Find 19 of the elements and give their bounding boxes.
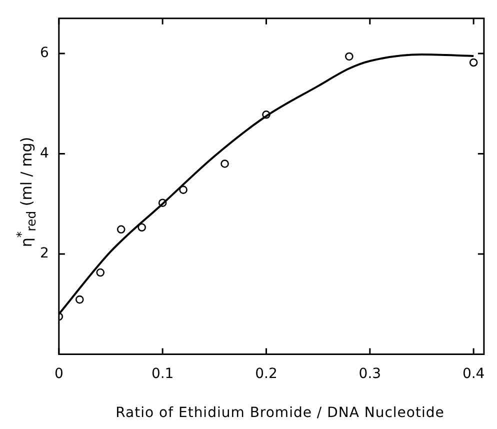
y-tick-label: 6: [40, 45, 49, 62]
point: [469, 58, 478, 67]
y-tick-label: 2: [40, 246, 49, 262]
x-axis-title: Ratio of Ethidium Bromide / DNA Nucleotide: [116, 405, 444, 421]
x-tick-label: 0.2: [255, 366, 278, 382]
point: [345, 52, 354, 61]
point: [220, 160, 229, 168]
x-tick-label: 0: [54, 366, 64, 382]
point: [75, 295, 84, 304]
point: [179, 186, 188, 194]
point: [158, 198, 167, 207]
x-tick-label: 0.1: [151, 366, 174, 382]
x-tick-label: 0.4: [462, 366, 485, 382]
point: [96, 268, 105, 277]
x-tick-label: 0.3: [358, 366, 382, 382]
y-tick-label: 4: [40, 145, 49, 162]
point: [138, 223, 146, 232]
point: [116, 225, 126, 234]
point: [262, 110, 270, 119]
